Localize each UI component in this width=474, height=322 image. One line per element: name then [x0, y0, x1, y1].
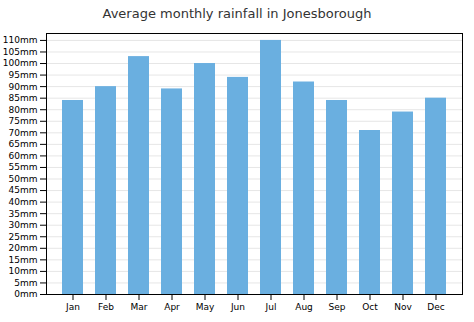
svg-text:55mm: 55mm [9, 162, 38, 172]
svg-text:Nov: Nov [394, 302, 412, 312]
svg-text:Oct: Oct [362, 302, 378, 312]
svg-text:85mm: 85mm [9, 93, 38, 103]
svg-text:25mm: 25mm [9, 232, 38, 242]
svg-text:100mm: 100mm [3, 58, 38, 68]
svg-text:95mm: 95mm [9, 70, 38, 80]
svg-text:80mm: 80mm [9, 105, 38, 115]
svg-text:Dec: Dec [427, 302, 444, 312]
svg-text:90mm: 90mm [9, 82, 38, 92]
svg-text:May: May [196, 302, 215, 312]
svg-text:10mm: 10mm [9, 266, 38, 276]
svg-text:65mm: 65mm [9, 139, 38, 149]
svg-text:105mm: 105mm [3, 47, 38, 57]
svg-text:40mm: 40mm [9, 197, 38, 207]
svg-text:Feb: Feb [98, 302, 114, 312]
svg-text:Mar: Mar [131, 302, 148, 312]
svg-text:50mm: 50mm [9, 174, 38, 184]
svg-text:Apr: Apr [164, 302, 180, 312]
svg-text:60mm: 60mm [9, 151, 38, 161]
svg-text:30mm: 30mm [9, 220, 38, 230]
svg-text:20mm: 20mm [9, 243, 38, 253]
svg-text:110mm: 110mm [3, 35, 38, 45]
svg-text:Aug: Aug [295, 302, 313, 312]
svg-text:5mm: 5mm [14, 278, 37, 288]
svg-text:Sep: Sep [329, 302, 346, 312]
svg-text:75mm: 75mm [9, 116, 38, 126]
svg-text:Jan: Jan [65, 302, 80, 312]
html-text:Average monthly rainfall in Jo: Average monthly rainfall in Jonesborough [102, 6, 372, 21]
svg-text:45mm: 45mm [9, 185, 38, 195]
svg-text:Jul: Jul [265, 302, 277, 312]
svg-text:70mm: 70mm [9, 128, 38, 138]
svg-text:Jun: Jun [230, 302, 245, 312]
svg-text:15mm: 15mm [9, 255, 38, 265]
svg-text:0mm: 0mm [14, 289, 37, 299]
svg-text:35mm: 35mm [9, 209, 38, 219]
